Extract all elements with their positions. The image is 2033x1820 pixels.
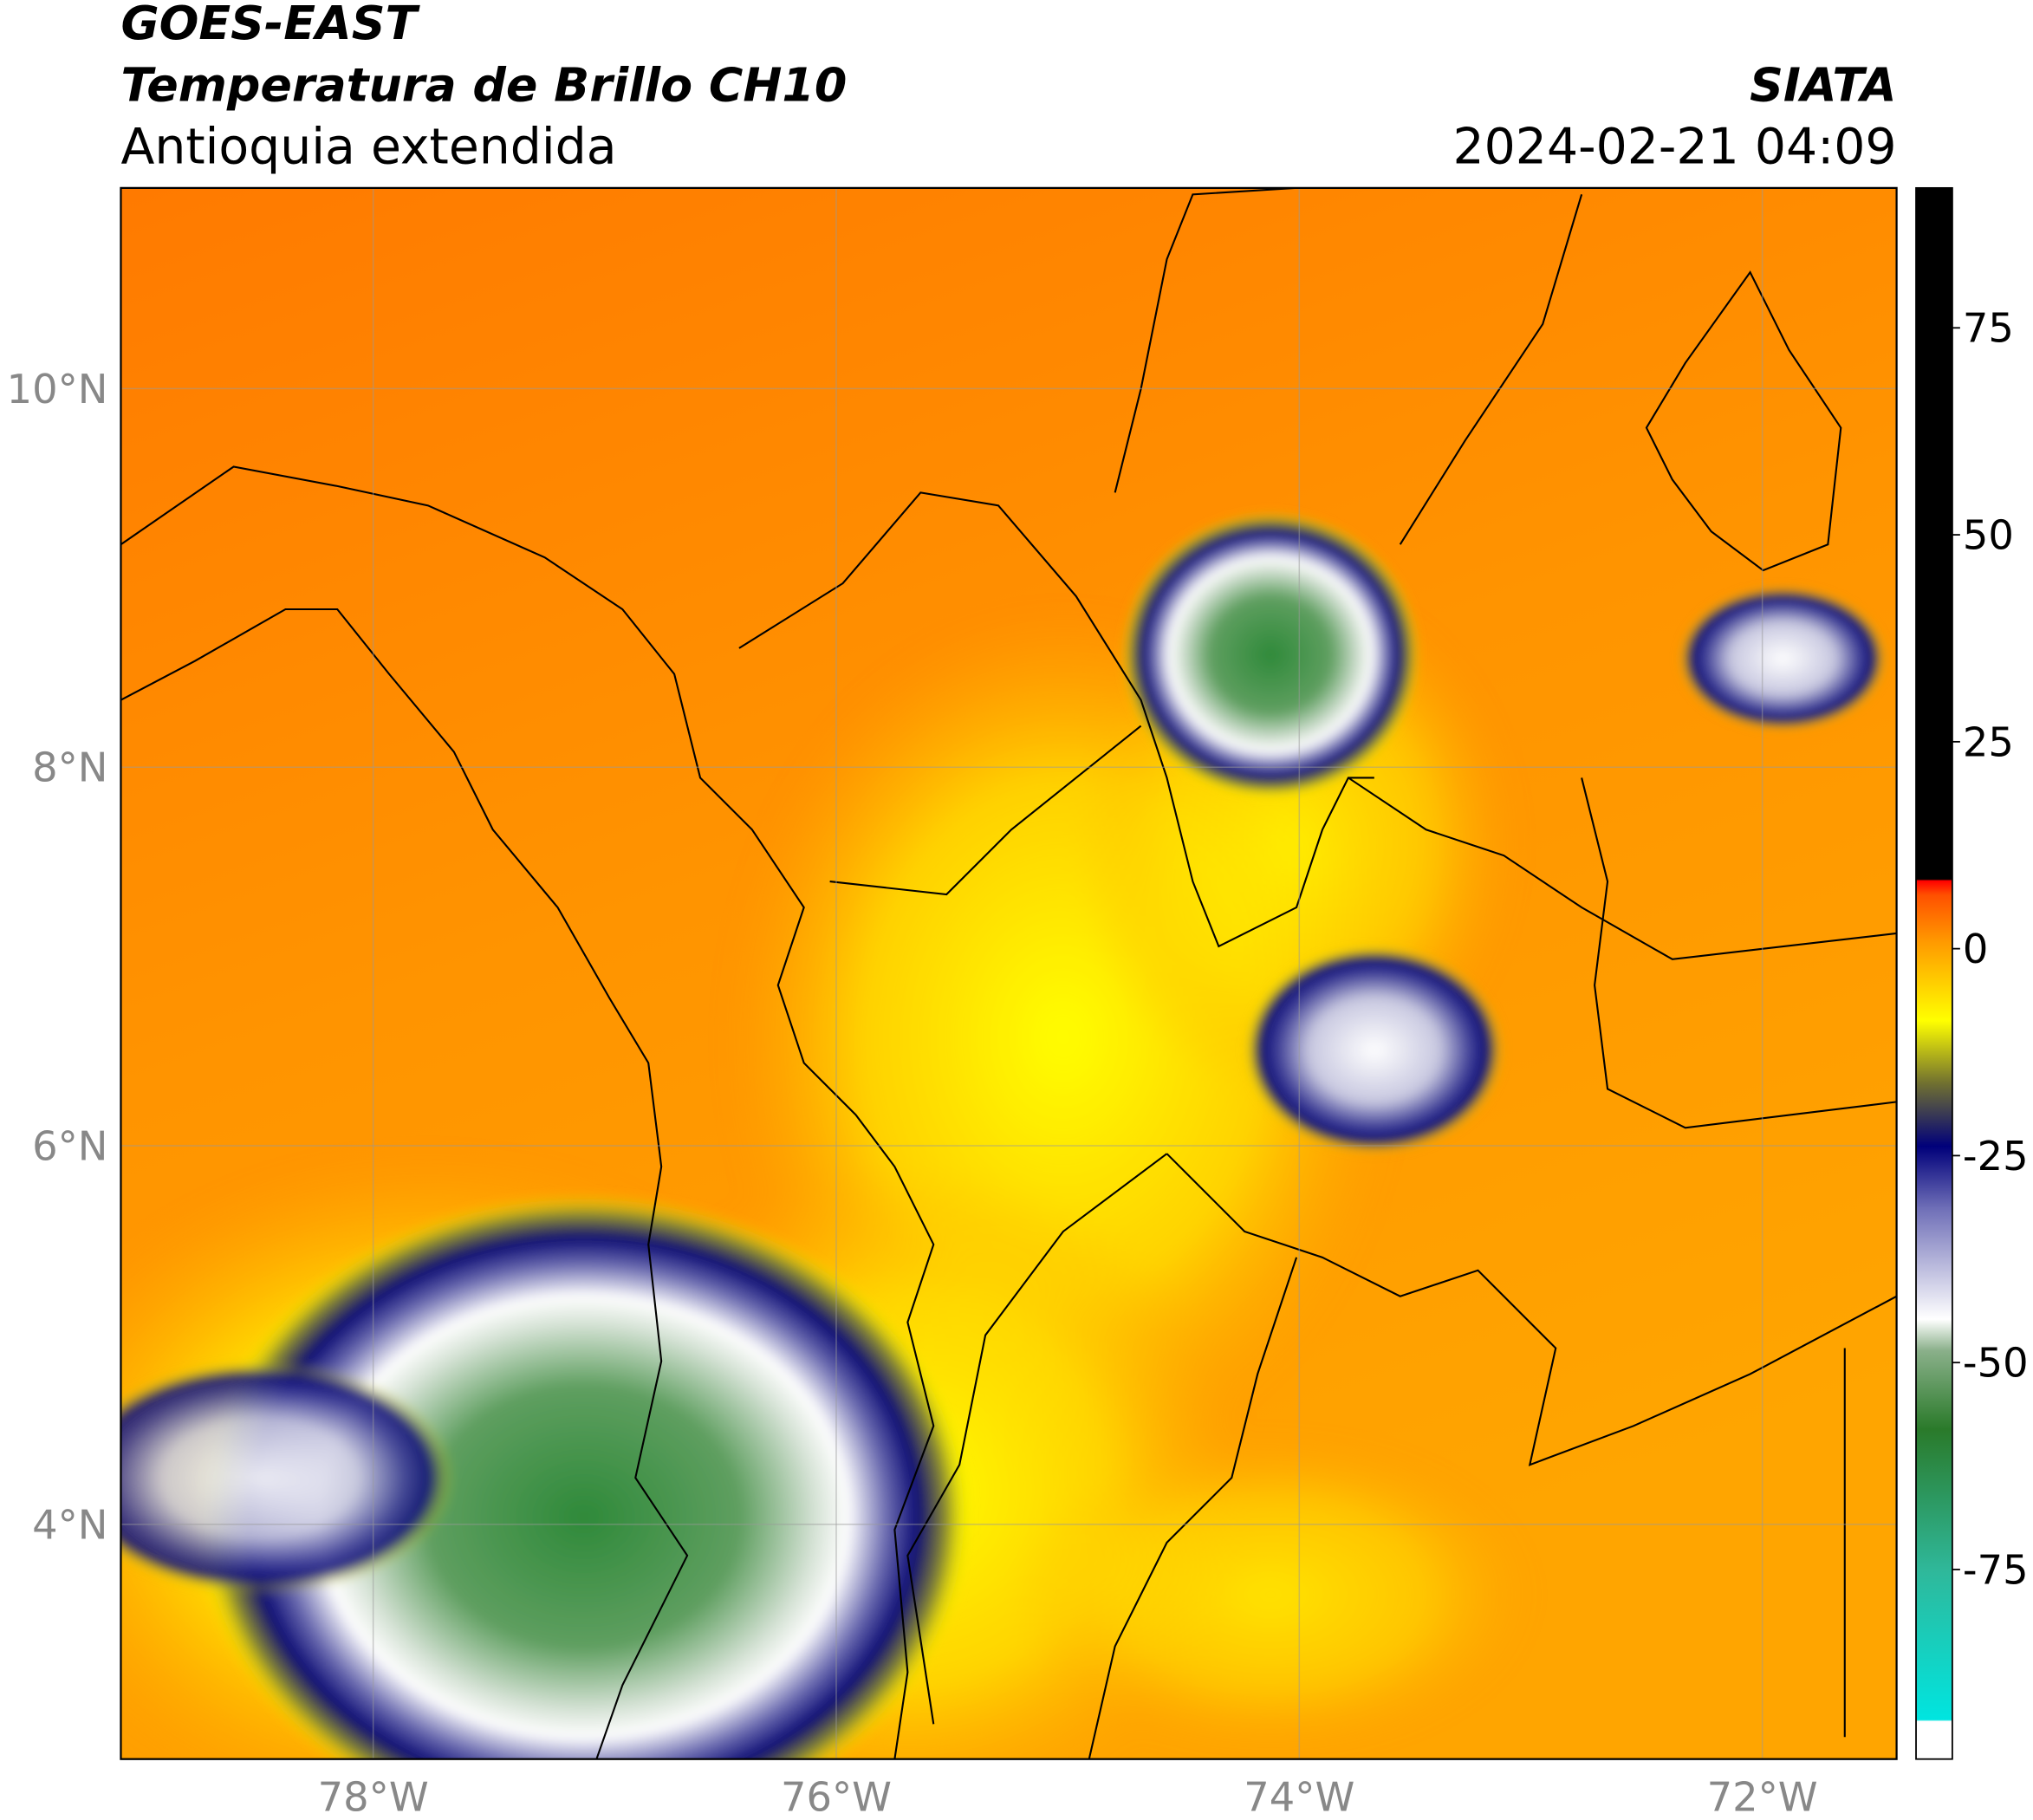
colorbar-tick-label: 25 — [1963, 718, 2014, 765]
y-tick-label: 4°N — [32, 1501, 107, 1548]
y-tick-label: 6°N — [32, 1122, 107, 1169]
map-frame — [120, 186, 1898, 1760]
region-subtitle: Antioquia extendida — [120, 118, 616, 175]
x-tick-label: 78°W — [318, 1774, 429, 1820]
agency-label: SIATA — [1750, 58, 1897, 113]
x-tick-label: 74°W — [1244, 1774, 1354, 1820]
grid — [120, 187, 1897, 1759]
x-tick-label: 76°W — [781, 1774, 892, 1820]
colorbar-tick-label: -50 — [1963, 1340, 2029, 1387]
y-tick-label: 10°N — [7, 366, 108, 413]
map-image — [120, 187, 1897, 1759]
y-tick-label: 8°N — [32, 744, 107, 791]
colorbar-tick-label: 0 — [1963, 926, 1989, 972]
colorbar-tick-label: -25 — [1963, 1133, 2029, 1180]
datetime-label: 2024-02-21 04:09 — [1453, 118, 1897, 175]
colorbar-tick-label: 75 — [1963, 305, 2014, 352]
satellite-title: GOES-EAST — [120, 0, 420, 50]
borders — [120, 187, 1897, 1759]
product-title: Temperatura de Brillo CH10 — [120, 58, 847, 113]
colorbar-tick-label: 50 — [1963, 512, 2014, 559]
x-tick-label: 72°W — [1707, 1774, 1818, 1820]
colorbar-tick-label: -75 — [1963, 1546, 2029, 1593]
colorbar — [1915, 186, 1953, 1760]
